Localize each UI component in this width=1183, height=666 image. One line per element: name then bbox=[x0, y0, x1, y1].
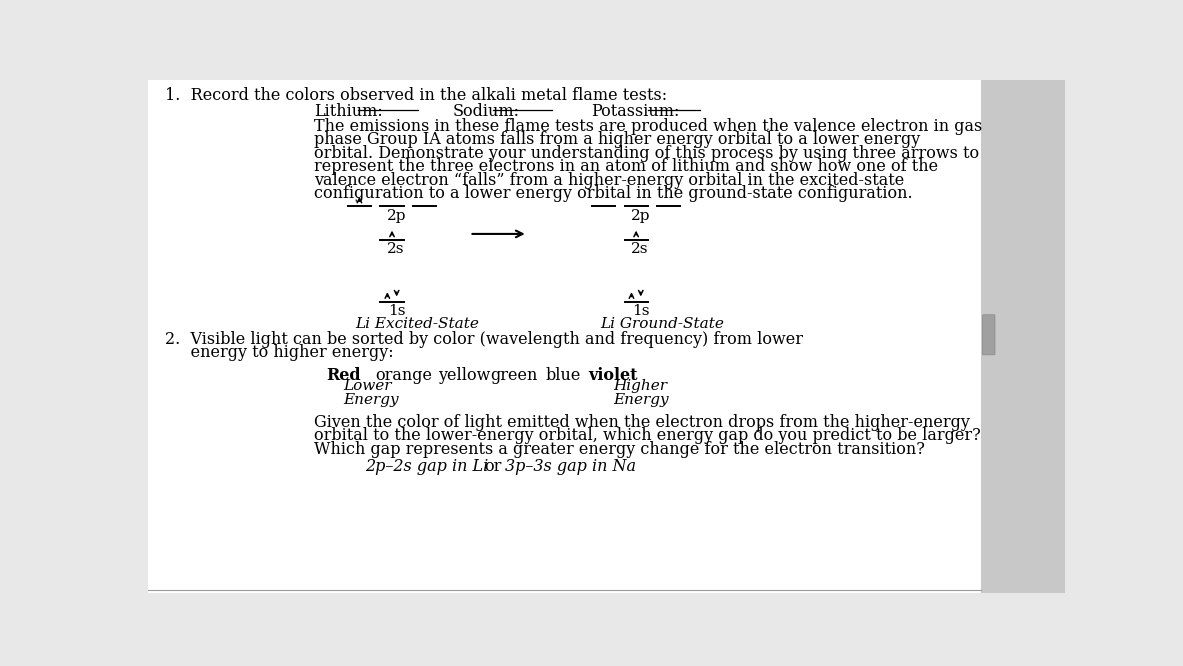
Text: Given the color of light emitted when the electron drops from the higher-energy: Given the color of light emitted when th… bbox=[315, 414, 970, 431]
Text: or: or bbox=[484, 458, 502, 475]
Text: The emissions in these flame tests are produced when the valence electron in gas: The emissions in these flame tests are p… bbox=[315, 118, 983, 135]
Text: Red: Red bbox=[325, 367, 361, 384]
Text: Li Ground-State: Li Ground-State bbox=[601, 317, 724, 331]
Bar bbox=[981, 80, 1065, 593]
Text: 2p: 2p bbox=[387, 208, 406, 222]
Text: 3p–3s gap in Na: 3p–3s gap in Na bbox=[505, 458, 635, 475]
Text: violet: violet bbox=[588, 367, 638, 384]
Text: Lower: Lower bbox=[343, 379, 392, 393]
Text: 2s: 2s bbox=[631, 242, 648, 256]
Text: Sodium:: Sodium: bbox=[452, 103, 519, 120]
Text: 2s: 2s bbox=[387, 242, 405, 256]
Text: 1s: 1s bbox=[388, 304, 406, 318]
Text: Energy: Energy bbox=[343, 392, 399, 406]
Text: energy to higher energy:: energy to higher energy: bbox=[164, 344, 394, 362]
Text: 2.  Visible light can be sorted by color (wavelength and frequency) from lower: 2. Visible light can be sorted by color … bbox=[164, 331, 803, 348]
Text: blue: blue bbox=[545, 367, 581, 384]
Text: Potassium:: Potassium: bbox=[592, 103, 679, 120]
Text: green: green bbox=[490, 367, 537, 384]
Text: 2p–2s gap in Li: 2p–2s gap in Li bbox=[366, 458, 489, 475]
Text: Lithium:: Lithium: bbox=[315, 103, 383, 120]
Text: phase Group IA atoms falls from a higher energy orbital to a lower energy: phase Group IA atoms falls from a higher… bbox=[315, 131, 920, 148]
Text: 1s: 1s bbox=[632, 304, 649, 318]
Text: configuration to a lower energy orbital in the ground-state configuration.: configuration to a lower energy orbital … bbox=[315, 185, 913, 202]
Text: orbital. Demonstrate your understanding of this process by using three arrows to: orbital. Demonstrate your understanding … bbox=[315, 145, 980, 162]
Text: Which gap represents a greater energy change for the electron transition?: Which gap represents a greater energy ch… bbox=[315, 441, 925, 458]
Text: valence electron “falls” from a higher-energy orbital in the excited-state: valence electron “falls” from a higher-e… bbox=[315, 172, 905, 188]
Text: 1.  Record the colors observed in the alkali metal flame tests:: 1. Record the colors observed in the alk… bbox=[164, 87, 667, 104]
FancyBboxPatch shape bbox=[983, 315, 995, 355]
Text: Energy: Energy bbox=[613, 392, 668, 406]
Text: orange: orange bbox=[375, 367, 432, 384]
Text: orbital to the lower-energy orbital, which energy gap do you predict to be large: orbital to the lower-energy orbital, whi… bbox=[315, 427, 981, 444]
Text: Li Excited-State: Li Excited-State bbox=[355, 317, 479, 331]
Text: Higher: Higher bbox=[613, 379, 667, 393]
Text: represent the three electrons in an atom of lithium and show how one of the: represent the three electrons in an atom… bbox=[315, 158, 938, 175]
Text: yellow: yellow bbox=[438, 367, 490, 384]
Text: 2p: 2p bbox=[631, 208, 651, 222]
